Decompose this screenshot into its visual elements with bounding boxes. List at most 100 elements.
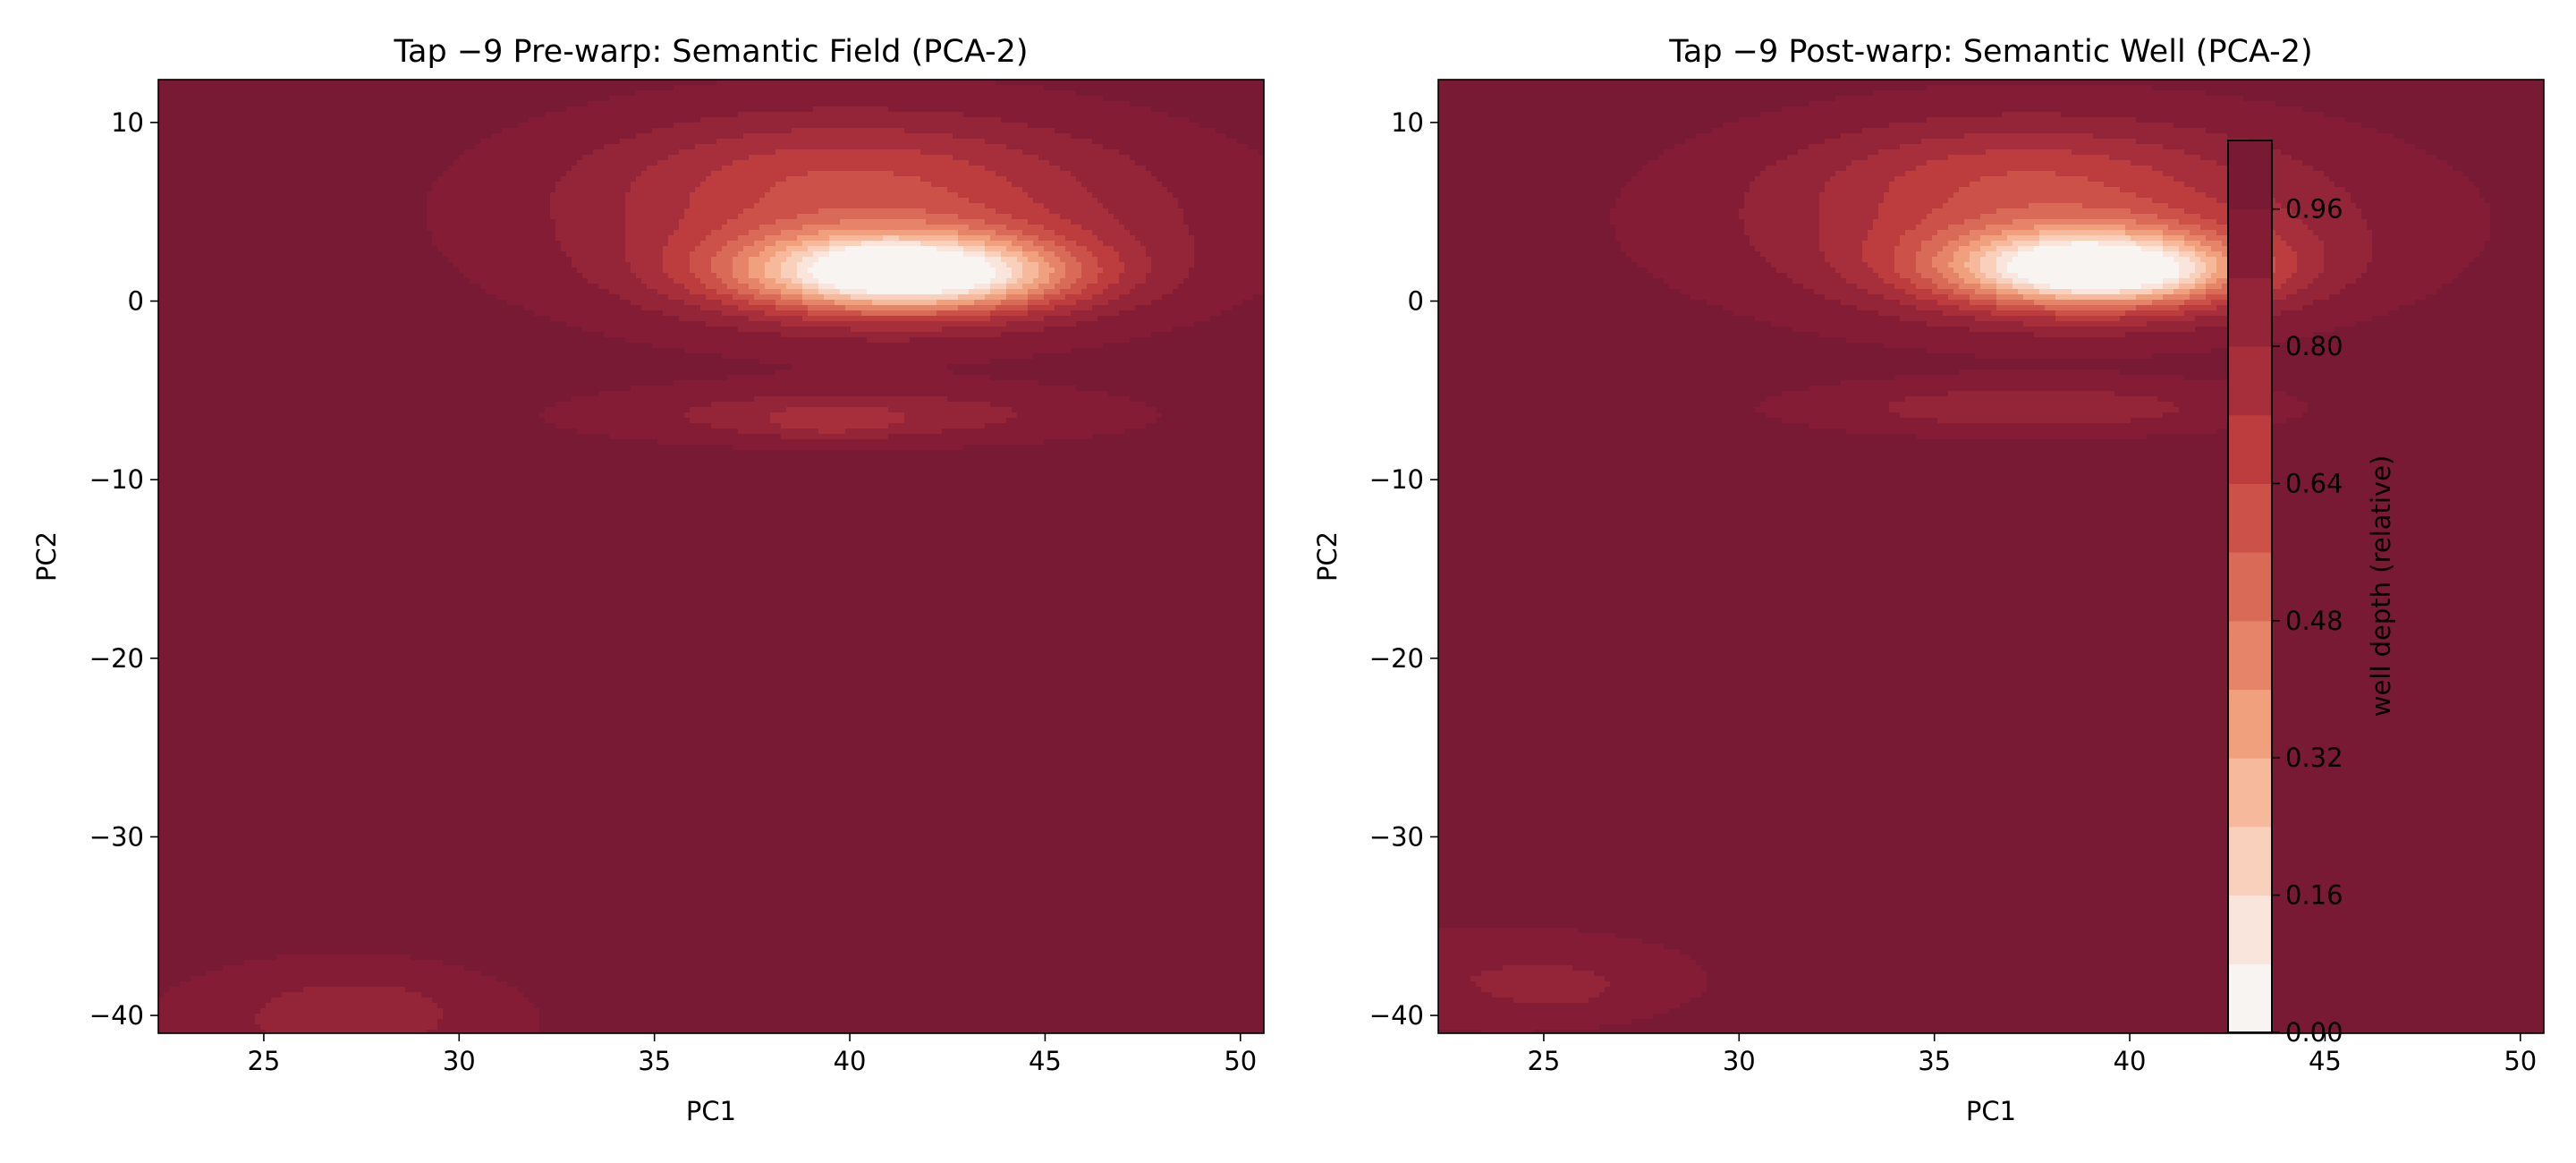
left-contour-cell bbox=[711, 144, 717, 150]
left-contour-cell bbox=[1140, 123, 1147, 129]
left-contour-cell bbox=[518, 203, 524, 209]
left-contour-cell bbox=[985, 106, 991, 113]
left-contour-cell bbox=[1162, 117, 1168, 123]
left-contour-cell bbox=[545, 101, 551, 107]
left-contour-cell bbox=[808, 149, 814, 156]
left-contour-cell bbox=[416, 149, 422, 156]
left-contour-cell bbox=[1097, 192, 1104, 199]
left-contour-cell bbox=[158, 192, 165, 199]
left-contour-cell bbox=[1097, 101, 1104, 107]
left-contour-cell bbox=[1135, 123, 1141, 129]
left-contour-cell bbox=[577, 166, 583, 172]
left-contour-cell bbox=[990, 198, 996, 204]
left-contour-cell bbox=[244, 96, 250, 102]
left-contour-cell bbox=[1044, 160, 1050, 166]
left-contour-cell bbox=[282, 112, 288, 118]
left-contour-cell bbox=[405, 106, 411, 113]
left-contour-cell bbox=[529, 155, 535, 161]
left-contour-cell bbox=[829, 198, 835, 204]
left-contour-cell bbox=[1157, 80, 1163, 86]
left-contour-cell bbox=[867, 144, 873, 150]
left-contour-cell bbox=[378, 166, 385, 172]
left-contour-cell bbox=[217, 96, 224, 102]
left-contour-cell bbox=[840, 117, 846, 123]
left-contour-cell bbox=[679, 85, 685, 91]
left-contour-cell bbox=[518, 106, 524, 113]
left-contour-cell bbox=[588, 80, 594, 86]
left-contour-cell bbox=[384, 101, 390, 107]
left-contour-cell bbox=[443, 198, 449, 204]
left-contour-cell bbox=[255, 101, 261, 107]
left-contour-cell bbox=[480, 155, 487, 161]
left-contour-cell bbox=[770, 128, 776, 134]
left-contour-cell bbox=[1033, 182, 1039, 188]
left-contour-cell bbox=[711, 192, 717, 199]
left-contour-cell bbox=[1216, 139, 1222, 145]
left-contour-cell bbox=[217, 166, 224, 172]
left-contour-cell bbox=[400, 123, 406, 129]
left-contour-cell bbox=[314, 182, 320, 188]
left-contour-cell bbox=[1237, 166, 1243, 172]
left-contour-cell bbox=[1199, 182, 1206, 188]
left-contour-cell bbox=[716, 101, 723, 107]
left-contour-cell bbox=[813, 112, 819, 118]
left-contour-cell bbox=[808, 198, 814, 204]
left-contour-cell bbox=[1173, 182, 1179, 188]
left-contour-cell bbox=[1210, 203, 1216, 209]
left-contour-cell bbox=[969, 160, 975, 166]
left-contour-cell bbox=[330, 90, 336, 97]
left-contour-cell bbox=[357, 85, 363, 91]
left-contour-cell bbox=[378, 155, 385, 161]
left-contour-cell bbox=[292, 85, 299, 91]
left-contour-cell bbox=[1055, 171, 1061, 177]
left-contour-cell bbox=[1076, 166, 1082, 172]
left-contour-cell bbox=[459, 96, 465, 102]
left-contour-cell bbox=[1151, 171, 1157, 177]
left-contour-cell bbox=[877, 155, 884, 161]
left-contour-cell bbox=[298, 117, 304, 123]
left-contour-cell bbox=[421, 128, 428, 134]
left-contour-cell bbox=[496, 171, 503, 177]
left-contour-cell bbox=[325, 117, 331, 123]
left-contour-cell bbox=[765, 101, 771, 107]
left-contour-cell bbox=[475, 198, 481, 204]
left-contour-cell bbox=[174, 203, 181, 209]
left-contour-cell bbox=[1173, 192, 1179, 199]
left-contour-cell bbox=[727, 192, 733, 199]
left-contour-cell bbox=[507, 166, 513, 172]
left-contour-cell bbox=[180, 106, 186, 113]
left-contour-cell bbox=[244, 106, 250, 113]
left-contour-cell bbox=[1060, 112, 1066, 118]
left-contour-cell bbox=[572, 155, 578, 161]
left-contour-cell bbox=[223, 176, 229, 183]
left-contour-cell bbox=[684, 144, 691, 150]
left-contour-cell bbox=[1210, 85, 1216, 91]
left-contour-cell bbox=[684, 139, 691, 145]
left-contour-cell bbox=[577, 80, 583, 86]
left-contour-cell bbox=[1135, 101, 1141, 107]
left-contour-cell bbox=[1189, 171, 1195, 177]
left-contour-cell bbox=[722, 85, 728, 91]
left-contour-cell bbox=[577, 101, 583, 107]
left-contour-cell bbox=[233, 101, 240, 107]
left-contour-cell bbox=[851, 128, 857, 134]
left-contour-cell bbox=[636, 106, 642, 113]
left-contour-cell bbox=[904, 90, 911, 97]
left-contour-cell bbox=[1087, 123, 1093, 129]
left-contour-cell bbox=[883, 85, 889, 91]
left-contour-cell bbox=[861, 85, 868, 91]
left-contour-cell bbox=[298, 85, 304, 91]
left-contour-cell bbox=[314, 208, 320, 215]
left-contour-cell bbox=[534, 198, 540, 204]
left-contour-cell bbox=[1216, 128, 1222, 134]
left-contour-cell bbox=[346, 80, 352, 86]
left-contour-cell bbox=[1242, 198, 1249, 204]
left-contour-cell bbox=[250, 198, 256, 204]
left-contour-cell bbox=[298, 139, 304, 145]
left-contour-cell bbox=[802, 123, 809, 129]
left-contour-cell bbox=[947, 112, 953, 118]
left-contour-cell bbox=[663, 117, 669, 123]
left-contour-cell bbox=[1178, 117, 1184, 123]
left-contour-cell bbox=[856, 182, 862, 188]
left-contour-cell bbox=[169, 198, 175, 204]
